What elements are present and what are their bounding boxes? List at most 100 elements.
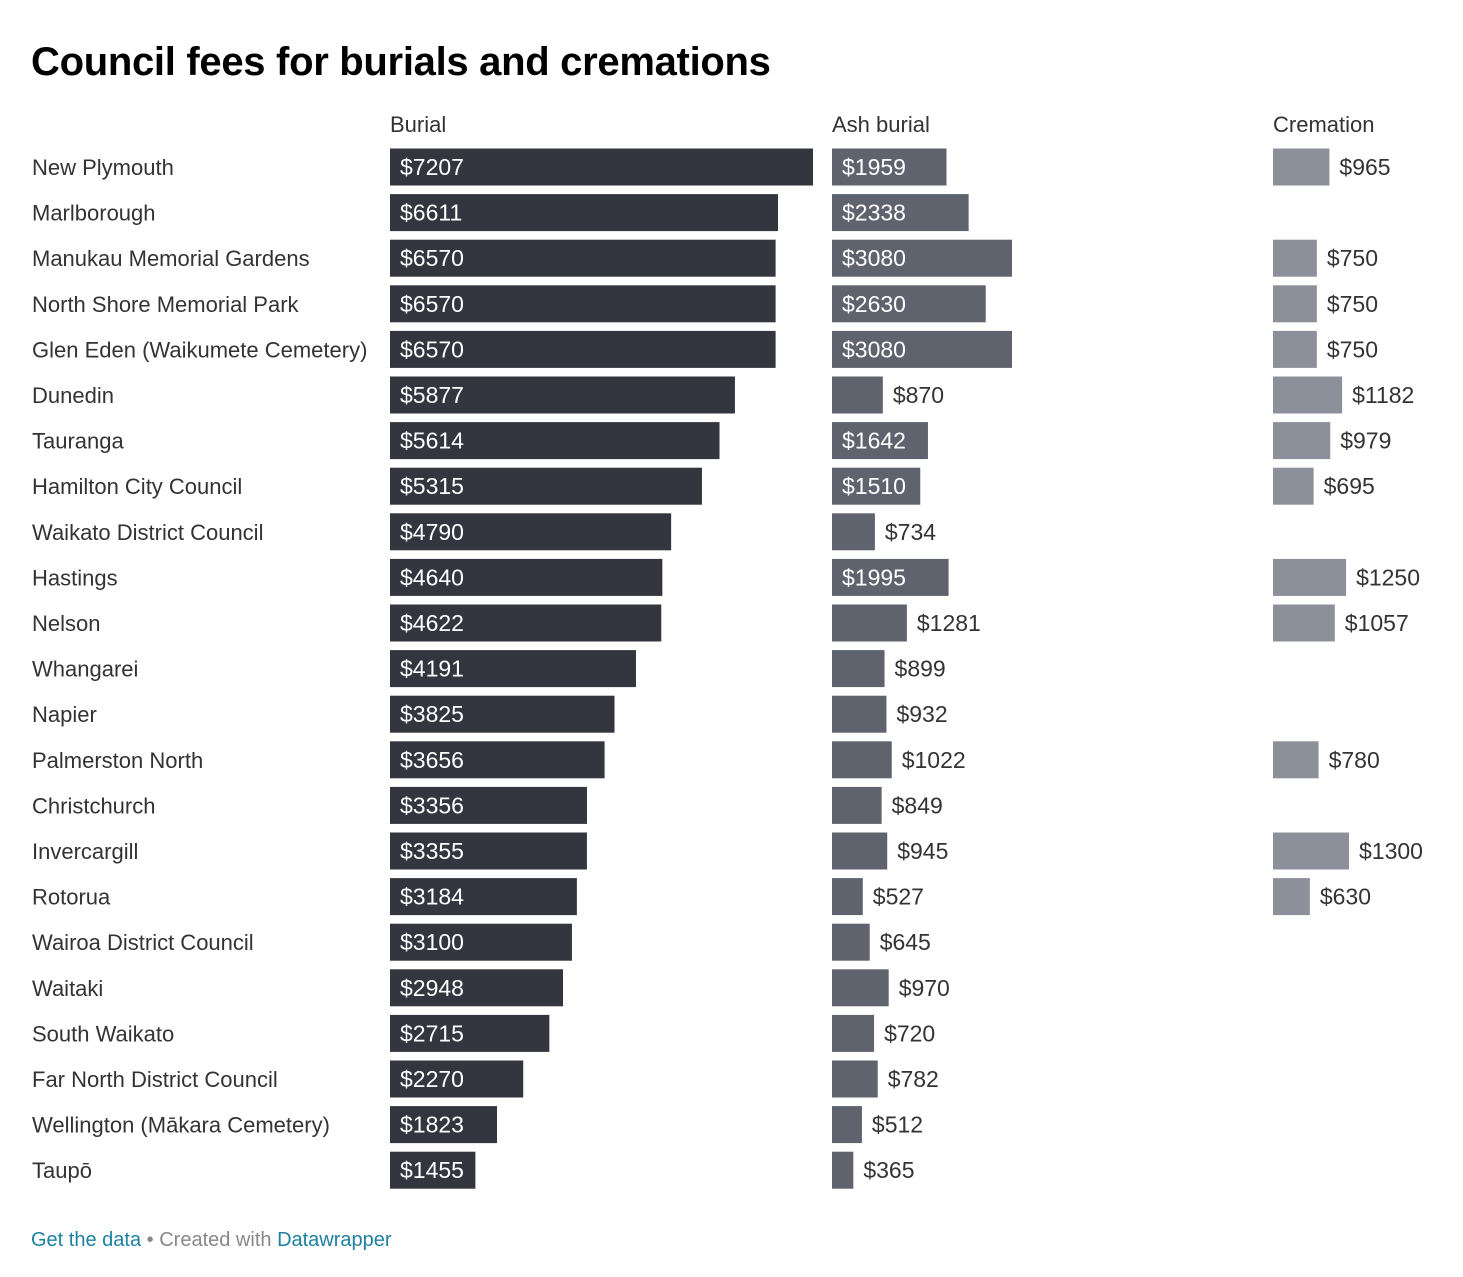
bar-burial: [390, 285, 776, 323]
footer-separator: •: [146, 1229, 154, 1251]
data-label-burial: $4191: [400, 656, 464, 682]
bar-burial: [390, 695, 615, 733]
row-label: Rotorua: [32, 885, 111, 910]
bar-ash-burial: [832, 422, 928, 460]
bar-burial: [390, 148, 813, 186]
row-label: Hamilton City Council: [32, 474, 242, 499]
chart-title: Council fees for burials and cremations: [31, 40, 771, 84]
row-label: Tauranga: [32, 429, 125, 454]
bar-burial: [390, 239, 776, 277]
data-label-ash-burial: $734: [885, 519, 936, 545]
data-label-cremation: $750: [1327, 291, 1378, 317]
data-label-burial: $5614: [400, 428, 464, 454]
data-label-burial: $2715: [400, 1020, 464, 1046]
bar-cremation: [1273, 330, 1317, 368]
bar-ash-burial: [832, 741, 892, 779]
data-label-burial: $3100: [400, 929, 464, 955]
bar-burial: [390, 558, 663, 596]
data-label-burial: $1455: [400, 1157, 464, 1183]
row-label: North Shore Memorial Park: [32, 292, 300, 317]
data-label-cremation: $1057: [1345, 610, 1409, 636]
bar-burial: [390, 604, 662, 642]
bar-burial: [390, 832, 587, 870]
data-label-ash-burial: $1959: [842, 154, 906, 180]
data-label-ash-burial: $3080: [842, 245, 906, 271]
bar-burial: [390, 969, 564, 1007]
data-label-ash-burial: $365: [863, 1157, 914, 1183]
data-label-ash-burial: $645: [880, 929, 931, 955]
data-label-ash-burial: $1281: [917, 610, 981, 636]
footer-created-with: Created with: [159, 1229, 272, 1251]
row-label: Palmerston North: [32, 748, 203, 773]
data-label-cremation: $1250: [1356, 564, 1420, 590]
bar-ash-burial: [832, 786, 882, 824]
row-label: Taupō: [32, 1158, 92, 1183]
bar-ash-burial: [832, 148, 947, 186]
bar-burial: [390, 923, 572, 961]
row-label: South Waikato: [32, 1021, 174, 1046]
data-label-cremation: $1300: [1359, 838, 1423, 864]
column-header-cremation: Cremation: [1273, 112, 1374, 137]
data-label-burial: $3656: [400, 747, 464, 773]
data-label-ash-burial: $527: [873, 884, 924, 910]
row-label: New Plymouth: [32, 155, 174, 180]
data-label-ash-burial: $870: [893, 382, 944, 408]
data-label-ash-burial: $512: [872, 1112, 923, 1138]
row-label: Nelson: [32, 611, 100, 636]
bar-cremation: [1273, 741, 1319, 779]
bar-burial: [390, 422, 720, 460]
data-label-cremation: $1182: [1352, 382, 1414, 408]
bar-ash-burial: [832, 194, 969, 232]
data-label-burial: $3355: [400, 838, 464, 864]
data-label-burial: $6570: [400, 336, 464, 362]
data-label-ash-burial: $945: [897, 838, 948, 864]
bar-cremation: [1273, 467, 1314, 505]
bar-burial: [390, 467, 702, 505]
row-label: Napier: [32, 702, 97, 727]
bar-ash-burial: [832, 1060, 878, 1098]
datawrapper-link[interactable]: Datawrapper: [277, 1229, 392, 1251]
bar-burial: [390, 376, 735, 414]
get-the-data-link[interactable]: Get the data: [31, 1229, 142, 1251]
bar-burial: [390, 330, 776, 368]
bar-burial: [390, 786, 587, 824]
column-header-ash-burial: Ash burial: [832, 112, 930, 137]
bar-burial: [390, 741, 605, 779]
column-header-burial: Burial: [390, 112, 446, 137]
bar-cremation: [1273, 832, 1349, 870]
bar-ash-burial: [832, 695, 887, 733]
bar-burial: [390, 1014, 550, 1052]
data-label-ash-burial: $970: [899, 975, 950, 1001]
bar-ash-burial: [832, 1014, 875, 1052]
data-label-cremation: $979: [1340, 428, 1391, 454]
bar-cremation: [1273, 239, 1317, 277]
data-label-burial: $3184: [400, 884, 464, 910]
data-label-burial: $6570: [400, 245, 464, 271]
row-label: Waitaki: [32, 976, 103, 1001]
data-label-ash-burial: $899: [895, 656, 946, 682]
data-label-ash-burial: $1995: [842, 564, 906, 590]
bar-burial: [390, 1106, 497, 1144]
bar-ash-burial: [832, 558, 949, 596]
data-label-burial: $5877: [400, 382, 464, 408]
data-label-burial: $1823: [400, 1112, 464, 1138]
data-label-burial: $5315: [400, 473, 464, 499]
data-label-cremation: $965: [1339, 154, 1390, 180]
data-label-ash-burial: $1642: [842, 428, 906, 454]
bar-cremation: [1273, 148, 1330, 186]
bar-cremation: [1273, 604, 1335, 642]
data-label-cremation: $750: [1327, 245, 1378, 271]
data-label-burial: $6611: [400, 200, 462, 226]
chart-footer: Get the data • Created with Datawrapper: [31, 1229, 392, 1252]
data-label-ash-burial: $2630: [842, 291, 906, 317]
bar-cremation: [1273, 878, 1310, 916]
data-label-ash-burial: $1022: [902, 747, 966, 773]
bar-ash-burial: [832, 239, 1012, 277]
data-label-burial: $2270: [400, 1066, 464, 1092]
bar-burial: [390, 650, 636, 688]
row-label: Wellington (Mākara Cemetery): [32, 1113, 330, 1138]
bar-ash-burial: [832, 604, 907, 642]
row-label: Waikato District Council: [32, 520, 263, 545]
bar-ash-burial: [832, 1151, 854, 1189]
